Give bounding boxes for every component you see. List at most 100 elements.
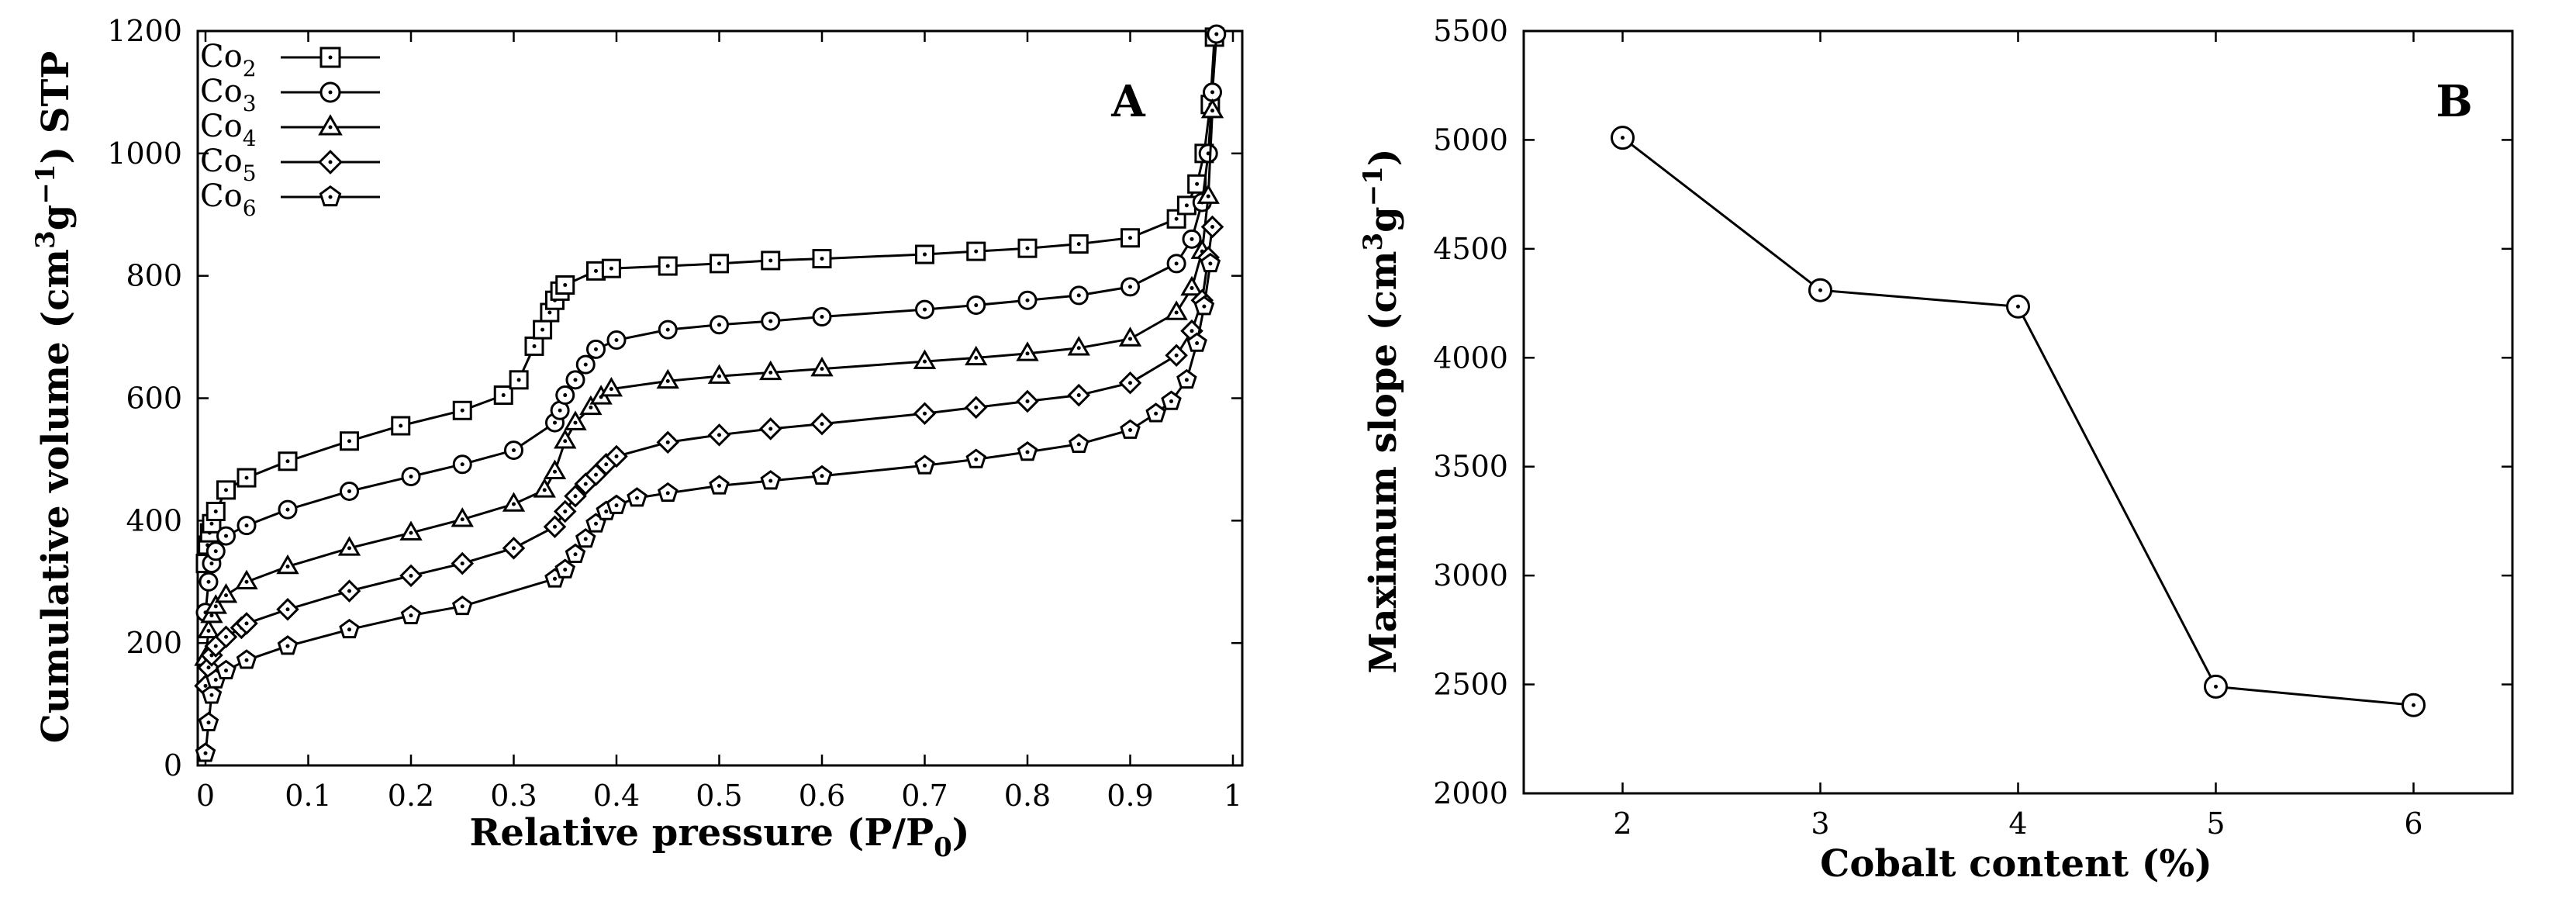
legend-marker-co4 (318, 114, 343, 136)
point-co3-dot (923, 307, 927, 312)
point-co6-dot (563, 567, 568, 572)
y-title-b-main: Maximum slope (cm (1362, 251, 1405, 674)
series-line-max-slope (1621, 136, 2414, 706)
point-co4-dot (573, 420, 578, 425)
point-co3-dot (1214, 32, 1219, 36)
point-co4-dot (1076, 346, 1081, 351)
point-co5-dot (1025, 399, 1030, 403)
x-tick-label-a: 0.7 (901, 779, 948, 813)
series-co4 (194, 98, 1224, 666)
y-title-a-post: ) STP (34, 51, 78, 164)
point-co3-dot (768, 319, 773, 323)
point-co3-dot (1128, 285, 1132, 289)
legend-sub-co3: 3 (243, 91, 257, 116)
point-co2-dot (532, 344, 537, 348)
point-co3-dot (1025, 298, 1030, 302)
point-co4-dot (589, 405, 593, 409)
point-co6-dot (768, 478, 773, 483)
point-co4-dot (213, 604, 218, 609)
point-max-slope-dot (2016, 304, 2020, 309)
y-tick-label-b: 3500 (1433, 450, 1508, 484)
point-co4-dot (206, 628, 211, 633)
point-co6-dot (820, 474, 824, 478)
point-co5-dot (974, 405, 979, 409)
point-co6-dot (213, 678, 218, 682)
x-axis-title-b: Cobalt content (%) (1820, 842, 2212, 886)
point-co2-dot (399, 423, 403, 428)
y-tick-label-b: 5500 (1433, 14, 1508, 48)
panel-label-a: A (1110, 76, 1146, 127)
point-co3-dot (594, 347, 598, 351)
x-tick-label-a: 1 (1224, 779, 1242, 813)
y-title-a-sup1: 3 (30, 230, 61, 249)
point-co6-dot (594, 521, 598, 526)
point-co3-dot (1210, 90, 1214, 95)
point-co5-dot (347, 589, 351, 593)
x-tick-label-a: 0.1 (285, 779, 331, 813)
point-co5-dot (203, 683, 208, 688)
point-co3-dot (974, 303, 979, 308)
y-tick-label-a: 1200 (107, 14, 182, 48)
series-max-slope (1611, 126, 2426, 717)
point-co3-dot (244, 523, 249, 528)
point-co2-dot (540, 327, 545, 332)
point-co3-dot (206, 579, 211, 584)
point-co6-dot (573, 552, 578, 557)
point-co4-dot (768, 370, 773, 375)
point-co5-dot (923, 411, 927, 416)
series-line-co5 (204, 226, 1214, 686)
point-co6-dot (553, 576, 557, 581)
point-co5-dot (717, 433, 721, 437)
point-co6-dot (409, 613, 413, 618)
x-tick-label-a: 0.9 (1107, 779, 1153, 813)
point-co2-dot (563, 283, 568, 288)
point-co5-dot (665, 440, 670, 444)
x-tick-label-a: 0 (196, 779, 215, 813)
point-co3-dot (409, 475, 413, 479)
point-co2-dot (665, 264, 670, 268)
point-co2-dot (1128, 236, 1132, 240)
point-co2-dot (820, 257, 824, 261)
point-co4-dot (1206, 194, 1210, 199)
y-tick-label-a: 800 (126, 259, 182, 293)
point-co6-dot (203, 751, 208, 755)
series-co6 (195, 252, 1221, 762)
legend-marker-co5 (318, 150, 343, 174)
x-tick-label-b: 5 (2206, 807, 2225, 841)
y-title-b-post: ) (1362, 148, 1405, 166)
point-co6-dot (1195, 340, 1200, 345)
point-co3-dot (224, 534, 228, 538)
point-co4-dot (665, 378, 670, 383)
y-tick-label-a: 400 (126, 503, 182, 537)
point-co5-dot (563, 509, 568, 513)
series-line-co6 (204, 263, 1212, 754)
point-co4-dot (460, 517, 464, 522)
point-co4-dot (542, 488, 547, 492)
y-title-b-mid: g (1362, 206, 1405, 233)
x-tick-label-a: 0.4 (593, 779, 640, 813)
point-co4-dot (244, 579, 249, 584)
point-co3-dot (209, 561, 214, 566)
point-co5-dot (460, 561, 464, 566)
point-co4-dot (224, 593, 228, 598)
point-co2-dot (1174, 216, 1179, 221)
x-title-a-sub: 0 (934, 832, 952, 863)
point-co6-dot (224, 668, 228, 673)
point-co5-dot (1190, 329, 1194, 333)
point-max-slope-dot (1818, 288, 1822, 292)
point-co5-dot (213, 644, 218, 648)
point-co2-dot (516, 378, 521, 382)
point-co6-dot (460, 604, 464, 609)
point-co5-dot (614, 454, 619, 458)
point-co5-dot (573, 494, 578, 499)
point-co6-dot (1076, 442, 1081, 447)
point-co2-dot (768, 258, 773, 263)
legend-symbol-co5-dot (328, 160, 333, 164)
legend-symbol-co3-dot (328, 90, 333, 95)
y-tick-label-b: 4000 (1433, 340, 1508, 375)
point-co3-dot (563, 393, 568, 398)
point-co6-dot (1169, 399, 1173, 403)
point-co2-dot (209, 521, 214, 526)
point-co5-dot (1210, 225, 1214, 230)
